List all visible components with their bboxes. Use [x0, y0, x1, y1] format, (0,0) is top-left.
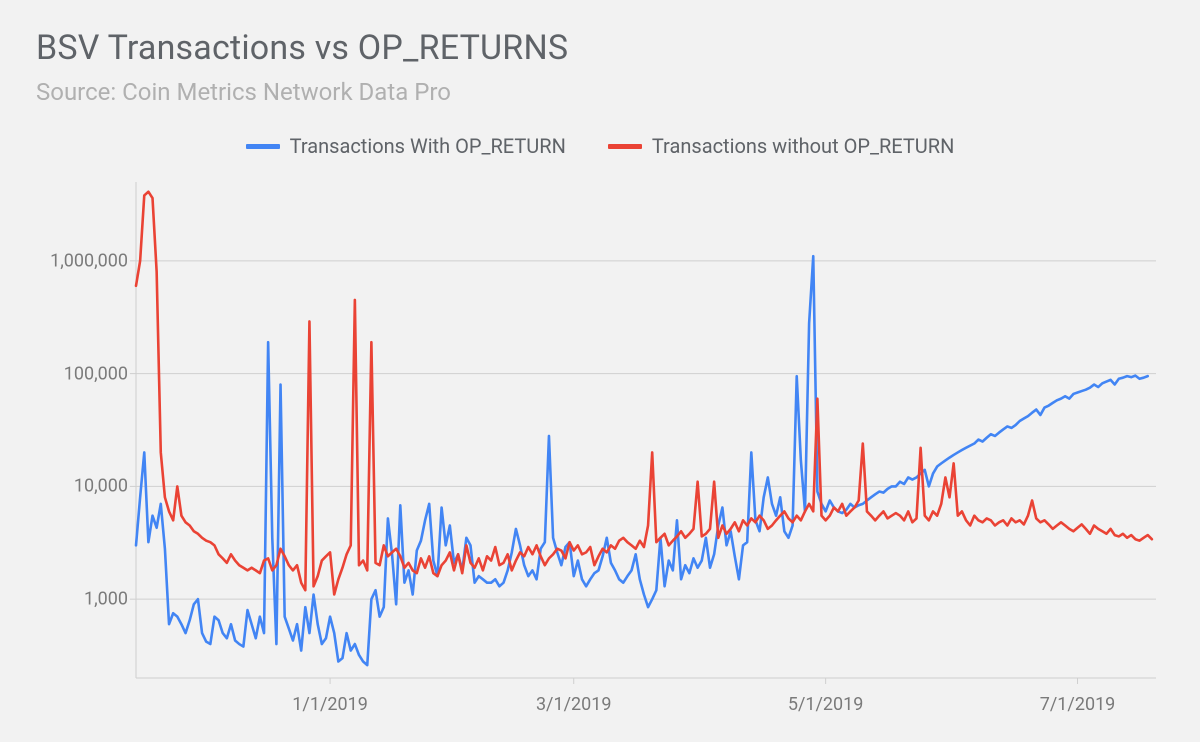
- y-tick-label: 10,000: [74, 476, 128, 497]
- x-axis-labels: 1/1/2019 3/1/2019 5/1/2019 7/1/2019: [136, 686, 1156, 722]
- legend-item-b: Transactions without OP_RETURN: [608, 134, 955, 158]
- legend-swatch-a: [246, 144, 280, 149]
- y-axis-labels: 1,000 10,000 100,000 1,000,000: [36, 182, 136, 722]
- x-tick-label: 1/1/2019: [292, 694, 368, 715]
- legend: Transactions With OP_RETURN Transactions…: [36, 134, 1164, 158]
- y-tick-label: 1,000,000: [50, 250, 128, 271]
- legend-label-a: Transactions With OP_RETURN: [290, 134, 566, 158]
- chart-subtitle: Source: Coin Metrics Network Data Pro: [36, 78, 1164, 106]
- plot-svg: [136, 182, 1156, 678]
- chart-area: 1,000 10,000 100,000 1,000,000 1/1/2019 3/1/…: [36, 182, 1164, 722]
- y-tick-label: 100,000: [64, 363, 128, 384]
- legend-label-b: Transactions without OP_RETURN: [652, 134, 955, 158]
- x-tick-label: 3/1/2019: [536, 694, 612, 715]
- plot-area: [136, 182, 1156, 678]
- x-tick-label: 7/1/2019: [1040, 694, 1116, 715]
- legend-swatch-b: [608, 144, 642, 149]
- chart-title: BSV Transactions vs OP_RETURNS: [36, 28, 1164, 68]
- y-tick-label: 1,000: [84, 589, 128, 610]
- legend-item-a: Transactions With OP_RETURN: [246, 134, 566, 158]
- x-tick-label: 5/1/2019: [788, 694, 864, 715]
